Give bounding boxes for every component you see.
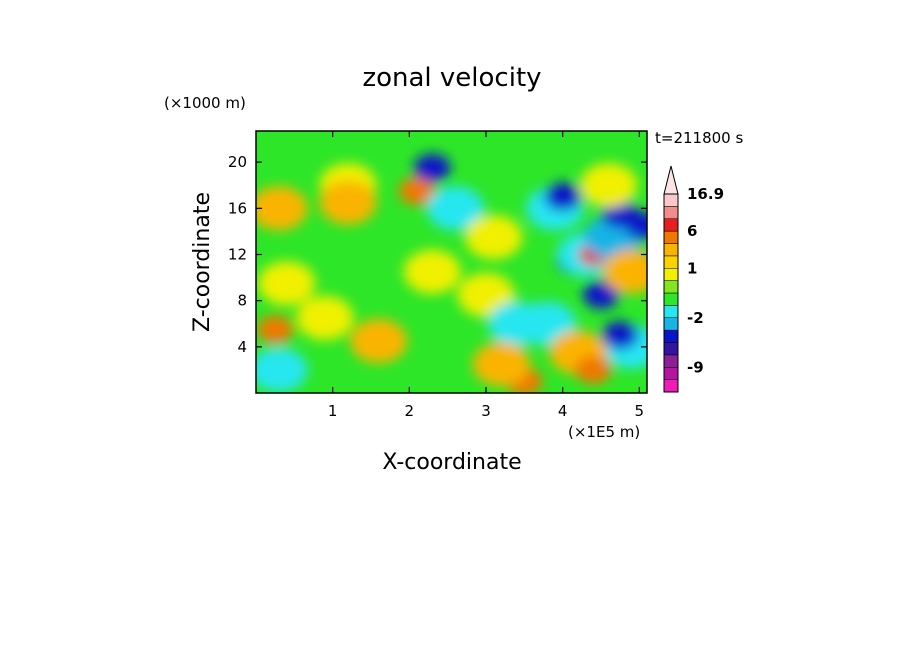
colorbar-band (663, 292, 679, 306)
colorbar-band (663, 280, 679, 294)
field-feature (601, 321, 639, 350)
time-label: t=211800 s (655, 129, 743, 147)
plot-frame (255, 130, 648, 394)
colorbar-band (663, 206, 679, 219)
colorbar-label: 16.9 (687, 185, 724, 203)
colorbar-label: 6 (687, 222, 697, 240)
x-tick-label: 1 (328, 402, 338, 420)
colorbar: 16.9 6 1 -2 -9 (663, 165, 724, 393)
colorbar-band (663, 230, 679, 244)
field-feature (258, 261, 316, 306)
colorbar-band (663, 354, 679, 368)
field-feature (398, 177, 436, 206)
field-feature (624, 211, 647, 240)
colorbar-band (663, 342, 679, 356)
colorbar-band (663, 379, 679, 393)
x-unit-label: (×1E5 m) (568, 423, 640, 441)
chart-title: zonal velocity (362, 63, 541, 93)
colorbar-label: -9 (687, 358, 704, 376)
colorbar-band (663, 317, 679, 331)
colorbar-band (663, 193, 679, 207)
colorbar-band (663, 218, 679, 232)
y-tick-label: 4 (237, 338, 247, 356)
y-tick-label: 16 (228, 199, 247, 217)
y-tick-label: 20 (228, 153, 247, 171)
colorbar-band (663, 243, 679, 257)
field-feature (403, 249, 461, 294)
field-feature (544, 182, 581, 211)
colorbar-label: -2 (687, 309, 704, 327)
field-feature (256, 347, 308, 392)
colorbar-frame (663, 193, 679, 393)
colorbar-band (663, 305, 679, 318)
colorbar-max-triangle (663, 165, 679, 195)
y-tick-label: 8 (237, 292, 247, 310)
field-feature (426, 186, 484, 231)
field-feature (472, 342, 530, 387)
field-feature (582, 280, 620, 309)
field-feature (350, 319, 408, 364)
field-feature (319, 180, 377, 225)
field-feature (580, 163, 638, 208)
field-feature (256, 315, 294, 344)
field-feature (603, 249, 647, 294)
y-unit-label: (×1000 m) (164, 94, 246, 112)
plot-area (256, 131, 647, 393)
colorbar-label: 1 (687, 259, 697, 277)
field-feature (575, 355, 612, 384)
colorbar-band (663, 268, 679, 281)
x-tick-label: 5 (635, 402, 645, 420)
field-feature (465, 215, 523, 260)
x-axis-label: X-coordinate (382, 450, 521, 475)
field-feature (414, 153, 451, 182)
colorbar-band (663, 255, 679, 269)
y-tick-label: 12 (228, 245, 247, 263)
x-tick-label: 4 (558, 402, 568, 420)
colorbar-band (663, 329, 679, 343)
field-feature (296, 295, 354, 340)
y-axis-label: Z-coordinate (190, 192, 215, 332)
x-tick-label: 2 (405, 402, 415, 420)
field-feature (256, 186, 308, 231)
x-tick-label: 3 (481, 402, 491, 420)
colorbar-band (663, 367, 679, 380)
